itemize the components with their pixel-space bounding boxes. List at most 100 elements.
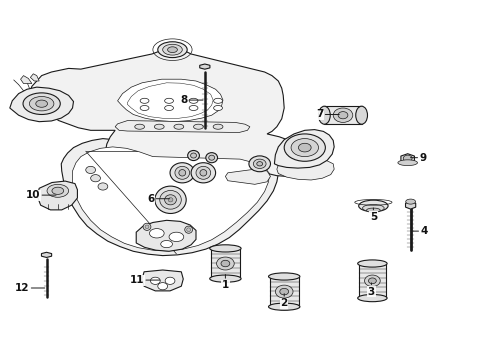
Ellipse shape <box>403 155 412 162</box>
Ellipse shape <box>154 124 164 129</box>
Ellipse shape <box>275 285 293 298</box>
Ellipse shape <box>165 98 173 103</box>
Ellipse shape <box>194 124 203 129</box>
Ellipse shape <box>174 124 184 129</box>
Ellipse shape <box>29 96 54 111</box>
Ellipse shape <box>280 288 289 295</box>
Polygon shape <box>142 270 183 291</box>
Ellipse shape <box>221 260 230 267</box>
Ellipse shape <box>333 108 353 122</box>
Polygon shape <box>61 139 278 256</box>
Ellipse shape <box>135 124 145 129</box>
Polygon shape <box>406 201 416 209</box>
Ellipse shape <box>257 162 263 166</box>
Ellipse shape <box>210 275 241 282</box>
Polygon shape <box>401 154 415 163</box>
Ellipse shape <box>191 163 216 183</box>
Ellipse shape <box>189 105 198 111</box>
Ellipse shape <box>298 143 311 152</box>
Ellipse shape <box>91 175 100 182</box>
Ellipse shape <box>249 156 270 172</box>
Polygon shape <box>274 130 334 168</box>
Ellipse shape <box>140 105 149 111</box>
Bar <box>359 264 386 298</box>
Polygon shape <box>115 121 250 132</box>
Ellipse shape <box>47 184 69 197</box>
Ellipse shape <box>365 275 380 287</box>
Ellipse shape <box>158 283 168 290</box>
Text: 6: 6 <box>147 194 170 204</box>
Ellipse shape <box>253 159 266 168</box>
Ellipse shape <box>406 199 416 204</box>
Ellipse shape <box>175 166 190 179</box>
Ellipse shape <box>185 226 193 233</box>
Polygon shape <box>21 76 32 84</box>
Ellipse shape <box>163 44 182 55</box>
Ellipse shape <box>155 186 186 213</box>
Ellipse shape <box>150 277 160 284</box>
Ellipse shape <box>363 204 384 212</box>
Text: 7: 7 <box>316 109 339 120</box>
Polygon shape <box>127 83 213 118</box>
Text: 2: 2 <box>281 294 288 308</box>
Text: 4: 4 <box>413 226 428 236</box>
Polygon shape <box>73 147 270 251</box>
Ellipse shape <box>196 166 211 179</box>
Polygon shape <box>42 252 51 257</box>
Ellipse shape <box>368 278 376 284</box>
Ellipse shape <box>200 170 207 176</box>
Ellipse shape <box>98 183 108 190</box>
Ellipse shape <box>217 257 234 270</box>
Bar <box>324 106 362 124</box>
Ellipse shape <box>356 106 368 124</box>
Ellipse shape <box>52 187 64 194</box>
Text: 1: 1 <box>222 275 229 290</box>
Ellipse shape <box>169 232 184 242</box>
Ellipse shape <box>318 106 330 124</box>
Ellipse shape <box>398 160 417 166</box>
Ellipse shape <box>140 98 149 103</box>
Polygon shape <box>136 220 196 251</box>
Polygon shape <box>37 181 77 210</box>
Text: 11: 11 <box>129 275 160 285</box>
Ellipse shape <box>210 245 241 252</box>
Ellipse shape <box>358 260 387 267</box>
Ellipse shape <box>36 100 48 107</box>
Ellipse shape <box>188 150 199 161</box>
Ellipse shape <box>165 195 176 205</box>
Ellipse shape <box>158 42 187 58</box>
Ellipse shape <box>86 166 96 174</box>
Ellipse shape <box>284 134 325 161</box>
Text: 3: 3 <box>368 283 375 297</box>
Text: 9: 9 <box>411 153 427 163</box>
Ellipse shape <box>338 112 348 119</box>
Ellipse shape <box>168 198 173 202</box>
Text: 8: 8 <box>180 95 203 105</box>
Ellipse shape <box>168 47 177 53</box>
Polygon shape <box>30 74 39 81</box>
Bar <box>270 276 299 307</box>
Text: 10: 10 <box>25 190 56 200</box>
Ellipse shape <box>165 105 173 111</box>
Ellipse shape <box>161 240 172 248</box>
Ellipse shape <box>213 124 223 129</box>
Bar <box>211 248 240 279</box>
Polygon shape <box>277 157 334 180</box>
Ellipse shape <box>165 277 175 284</box>
Ellipse shape <box>179 170 186 176</box>
Ellipse shape <box>214 98 222 103</box>
Ellipse shape <box>191 153 196 158</box>
Ellipse shape <box>358 294 387 302</box>
Ellipse shape <box>206 153 218 163</box>
Ellipse shape <box>160 190 181 209</box>
Ellipse shape <box>170 163 195 183</box>
Ellipse shape <box>359 200 388 212</box>
Ellipse shape <box>187 228 191 231</box>
Polygon shape <box>225 169 270 184</box>
Ellipse shape <box>291 139 318 157</box>
Ellipse shape <box>143 223 151 230</box>
Polygon shape <box>27 50 313 181</box>
Text: 12: 12 <box>15 283 45 293</box>
Polygon shape <box>200 64 210 69</box>
Ellipse shape <box>145 225 149 229</box>
